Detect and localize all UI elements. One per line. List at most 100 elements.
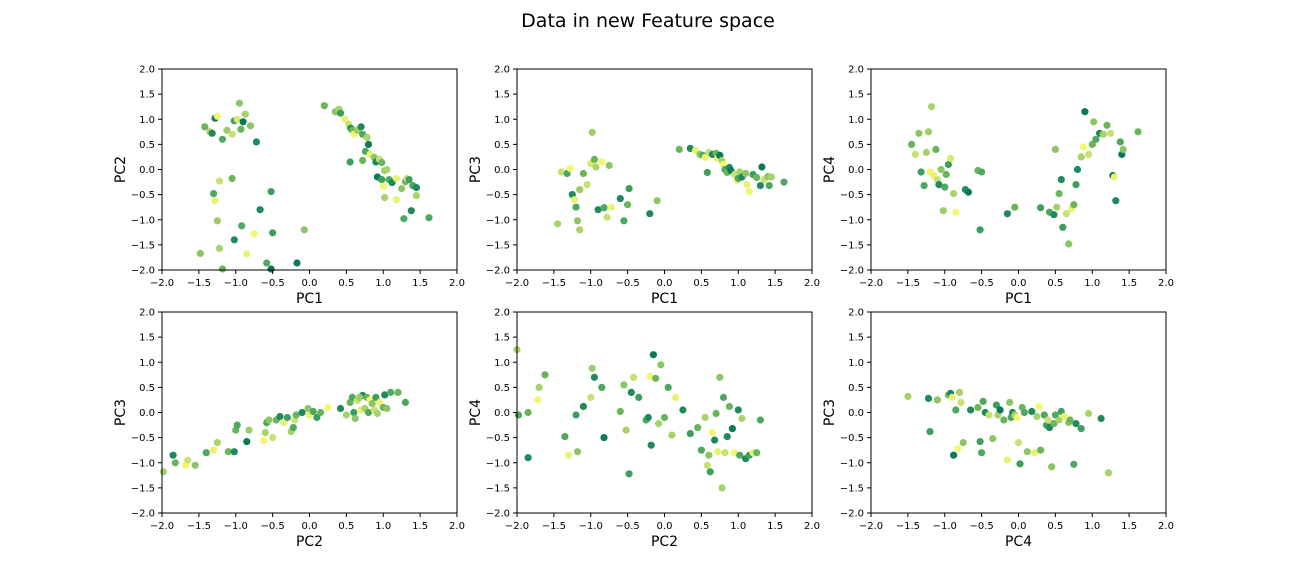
scatter-point — [728, 425, 737, 433]
scatter-point — [1085, 150, 1093, 158]
scatter-point — [908, 140, 916, 148]
scatter-point — [245, 426, 253, 434]
scatter-point — [1070, 460, 1078, 468]
scatter-point — [933, 396, 942, 404]
scatter-point — [169, 451, 177, 459]
scatter-point — [714, 448, 722, 456]
axes-frame — [516, 311, 813, 514]
scatter-point — [622, 426, 630, 434]
scatter-point — [1044, 416, 1052, 424]
scatter-point — [398, 185, 406, 193]
y-tick-label: 1.5 — [139, 333, 155, 344]
scatter-point — [583, 181, 591, 189]
scatter-point — [565, 451, 573, 459]
x-tick-label: 1.0 — [375, 278, 391, 289]
scatter-point — [336, 109, 345, 117]
scatter-point — [342, 411, 350, 419]
y-tick-label: 0.0 — [848, 165, 864, 176]
scatter-point — [576, 226, 584, 234]
scatter-point — [967, 406, 975, 414]
y-axis-label: PC4 — [468, 399, 484, 426]
scatter-point — [159, 468, 168, 476]
scatter-point — [239, 118, 247, 126]
y-tick-label: −0.5 — [840, 190, 864, 201]
x-tick-label: 1.0 — [375, 521, 391, 532]
scatter-point — [298, 408, 306, 417]
scatter-point — [379, 182, 387, 190]
scatter-point — [911, 150, 919, 158]
y-tick-label: 1.5 — [848, 333, 864, 344]
scatter-point — [756, 182, 765, 190]
scatter-point — [1020, 408, 1028, 417]
scatter-point — [952, 406, 960, 414]
x-axis-label: PC4 — [1005, 534, 1032, 550]
scatter-point — [304, 404, 312, 413]
scatter-point — [224, 448, 232, 456]
scatter-point — [230, 448, 238, 456]
scatter-point — [570, 196, 579, 204]
scatter-point — [557, 168, 565, 176]
scatter-point — [357, 123, 365, 131]
scatter-point — [588, 364, 596, 372]
x-tick-label: 0.0 — [1011, 521, 1027, 532]
scatter-point — [228, 174, 236, 183]
scatter-points — [908, 103, 1142, 248]
scatter-point — [215, 177, 224, 185]
scatter-point — [711, 436, 719, 444]
scatter-point — [1023, 448, 1031, 456]
y-tick-label: 0.5 — [494, 140, 510, 151]
scatter-point — [1119, 145, 1127, 153]
scatter-point — [267, 265, 275, 273]
y-tick-label: 1.0 — [139, 115, 155, 126]
scatter-point — [235, 99, 243, 107]
x-tick-label: −1.0 — [933, 278, 957, 289]
scatter-point — [1112, 197, 1120, 205]
x-tick-label: −1.0 — [933, 521, 957, 532]
scatter-point — [590, 373, 599, 381]
x-tick-label: 2.0 — [804, 521, 820, 532]
scatter-point — [745, 188, 753, 196]
y-tick-label: 0.0 — [494, 165, 510, 176]
scatter-point — [765, 182, 773, 190]
scatter-point — [1055, 416, 1063, 424]
y-tick-label: 2.0 — [848, 308, 864, 319]
scatter-point — [392, 196, 401, 204]
y-tick-label: 0.5 — [139, 383, 155, 394]
scatter-point — [644, 413, 652, 422]
y-tick-label: −0.5 — [840, 433, 864, 444]
scatter-point — [276, 412, 284, 421]
scatter-point — [594, 206, 602, 214]
x-tick-label: −1.0 — [579, 521, 603, 532]
x-tick-label: 2.0 — [1158, 521, 1174, 532]
scatter-point — [655, 420, 663, 428]
subplot-6: −2.0 −1.5 −1.0 −0.5 0.0 0.5 1.0 1.5 2.0 −2.0 −1.5 −… — [822, 308, 1174, 551]
scatter-point — [1035, 402, 1043, 411]
scatter-point — [1104, 469, 1113, 477]
scatter-point — [935, 181, 943, 189]
scatter-point — [616, 407, 624, 416]
scatter-point — [265, 416, 273, 424]
scatter-point — [937, 165, 945, 174]
y-tick-label: −0.5 — [486, 190, 510, 201]
scatter-point — [703, 168, 711, 177]
scatter-point — [373, 409, 381, 418]
x-tick-label: 0.5 — [338, 521, 354, 532]
scatter-point — [394, 388, 402, 396]
scatter-point — [753, 173, 761, 182]
scatter-points — [196, 99, 433, 273]
scatter-point — [381, 194, 389, 202]
scatter-point — [1134, 128, 1142, 136]
x-tick-label: 2.0 — [449, 278, 465, 289]
scatter-point — [721, 449, 729, 457]
y-tick-label: −0.5 — [131, 190, 155, 201]
scatter-point — [1072, 181, 1080, 189]
y-tick-label: 2.0 — [494, 308, 510, 319]
x-axis-label: PC2 — [296, 534, 323, 550]
scatter-points — [513, 346, 765, 492]
y-tick-label: 1.5 — [494, 90, 510, 101]
scatter-point — [653, 197, 661, 205]
scatter-point — [376, 398, 384, 406]
scatter-point — [1060, 412, 1068, 421]
scatter-points — [904, 388, 1113, 477]
scatter-point — [1057, 176, 1065, 184]
